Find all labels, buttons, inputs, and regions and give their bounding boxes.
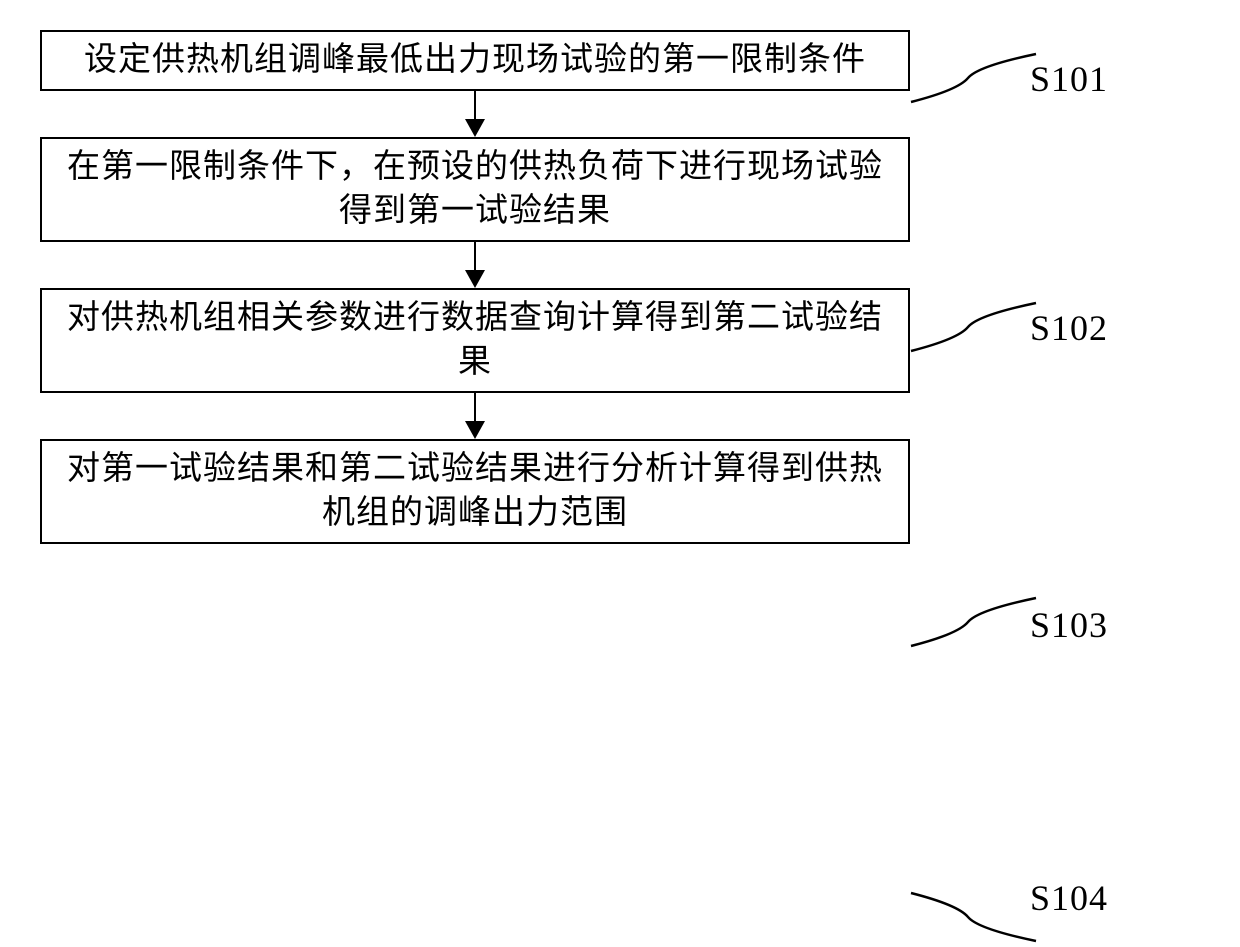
arrow-line (474, 91, 476, 121)
arrow-3 (40, 393, 910, 439)
step-row: 设定供热机组调峰最低出力现场试验的第一限制条件 S101 (0, 30, 1240, 91)
connector-curve-3 (910, 592, 1040, 652)
arrow-head-icon (465, 421, 485, 439)
step-label-1: S101 (1030, 58, 1108, 100)
connector-curve-1 (910, 48, 1040, 108)
arrow-line (474, 242, 476, 272)
connector-curve-4 (910, 887, 1040, 947)
flowchart-container: 设定供热机组调峰最低出力现场试验的第一限制条件 S101 在第一限制条件下，在预… (0, 30, 1240, 544)
step-text: 设定供热机组调峰最低出力现场试验的第一限制条件 (84, 42, 866, 78)
step-id: S103 (1030, 605, 1108, 645)
step-row: 对第一试验结果和第二试验结果进行分析计算得到供热机组的调峰出力范围 S104 (0, 439, 1240, 544)
step-row: 对供热机组相关参数进行数据查询计算得到第二试验结果 S103 (0, 288, 1240, 393)
step-text: 对第一试验结果和第二试验结果进行分析计算得到供热机组的调峰出力范围 (67, 451, 883, 532)
step-row: 在第一限制条件下，在预设的供热负荷下进行现场试验得到第一试验结果 S102 (0, 137, 1240, 242)
arrow-head-icon (465, 119, 485, 137)
arrow-2 (40, 242, 910, 288)
step-box-1: 设定供热机组调峰最低出力现场试验的第一限制条件 (40, 30, 910, 91)
step-box-3: 对供热机组相关参数进行数据查询计算得到第二试验结果 (40, 288, 910, 393)
step-id: S104 (1030, 878, 1108, 918)
step-box-4: 对第一试验结果和第二试验结果进行分析计算得到供热机组的调峰出力范围 (40, 439, 910, 544)
arrow-line (474, 393, 476, 423)
arrow-1 (40, 91, 910, 137)
step-text: 在第一限制条件下，在预设的供热负荷下进行现场试验得到第一试验结果 (67, 149, 883, 230)
step-label-3: S103 (1030, 604, 1108, 646)
step-label-4: S104 (1030, 877, 1108, 919)
step-box-2: 在第一限制条件下，在预设的供热负荷下进行现场试验得到第一试验结果 (40, 137, 910, 242)
step-text: 对供热机组相关参数进行数据查询计算得到第二试验结果 (67, 300, 883, 381)
step-id: S101 (1030, 59, 1108, 99)
arrow-head-icon (465, 270, 485, 288)
